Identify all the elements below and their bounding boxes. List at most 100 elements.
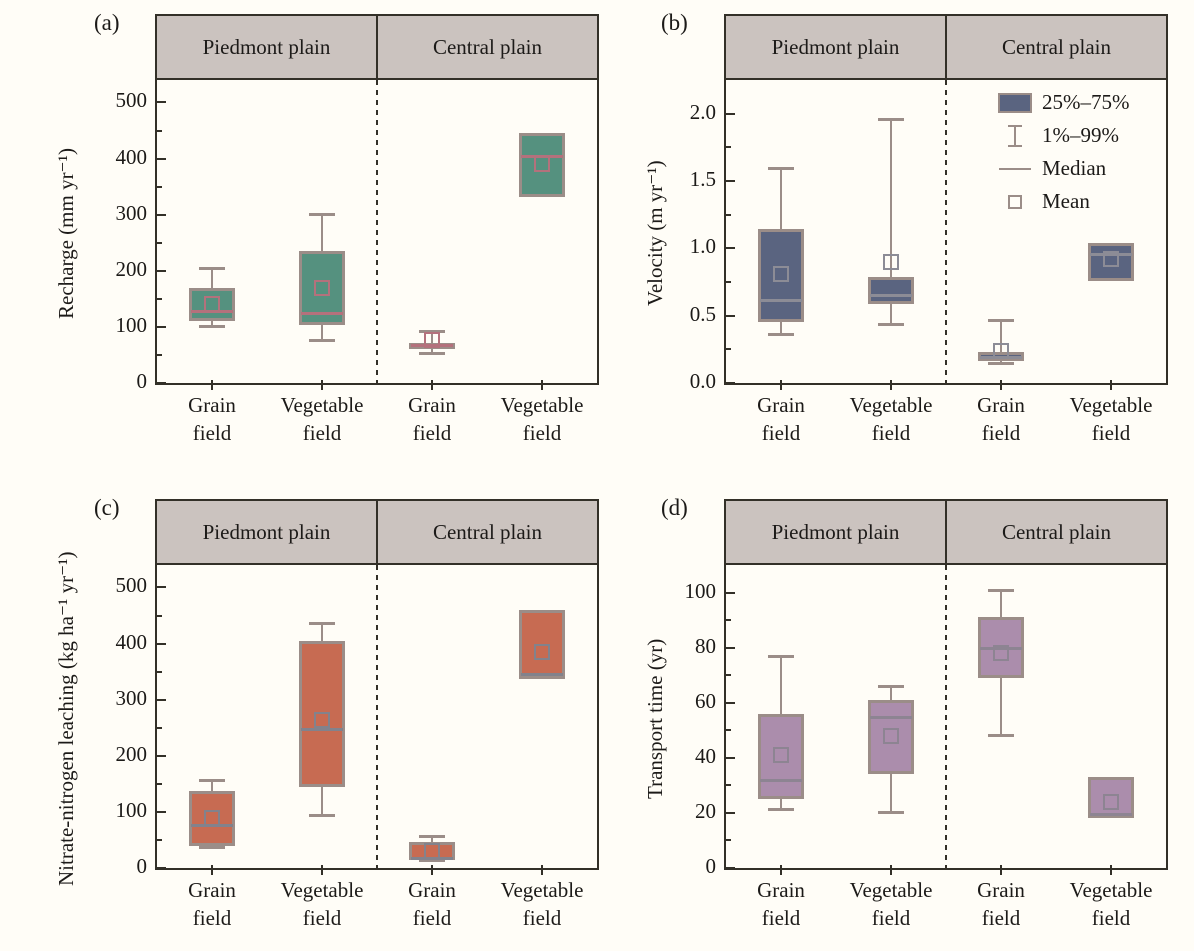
y-axis-major-tick — [726, 811, 735, 814]
panel-velocity: (b) Velocity (m yr⁻¹) Piedmont plain Cen… — [597, 0, 1194, 475]
y-axis-tick-label: 200 — [115, 256, 148, 281]
whisker-cap-high — [309, 622, 335, 626]
chart-area: Piedmont plain Central plain 0 100 200 300 4… — [116, 499, 599, 942]
whisker-cap-high — [878, 118, 904, 122]
plain-divider-dashed-line — [376, 565, 378, 868]
group-label-central: Central plain — [376, 501, 597, 563]
y-axis-minor-tick — [157, 838, 162, 841]
y-axis-major-tick — [157, 586, 166, 589]
category-label-central-grain: Grain field — [408, 393, 456, 445]
panel-label: (a) — [94, 10, 120, 35]
mean-marker-central-vegetable — [534, 155, 550, 172]
whisker-cap-low — [878, 810, 904, 814]
y-axis-tick-label: 500 — [115, 573, 148, 598]
plot-area: 0 100 200 300 400 500 — [116, 565, 599, 878]
x-axis-tick — [890, 380, 892, 390]
x-axis-tick — [780, 380, 782, 390]
whisker-cap-low — [768, 332, 794, 336]
y-axis-tick-label: 300 — [115, 685, 148, 710]
whisker-cap-low — [199, 324, 225, 328]
y-axis-major-tick — [157, 269, 166, 272]
legend-item-mean: Mean — [998, 185, 1130, 218]
y-axis-minor-tick — [726, 146, 731, 149]
group-label-central: Central plain — [945, 16, 1166, 78]
group-label-piedmont: Piedmont plain — [202, 519, 331, 544]
category-label-central-grain: Grain field — [977, 393, 1025, 445]
mean-marker-piedmont-grain — [773, 747, 789, 764]
box-piedmont-vegetable — [299, 641, 345, 787]
whisker-cap-high — [878, 685, 904, 689]
y-axis-major-tick — [726, 247, 735, 250]
x-axis-tick — [890, 865, 892, 875]
whisker-cap-high — [768, 166, 794, 170]
box-central-vegetable — [519, 610, 565, 679]
median-line-central-vegetable — [1090, 813, 1132, 817]
mean-marker-piedmont-vegetable — [883, 253, 899, 270]
whisker-central-grain — [1000, 319, 1002, 365]
median-line-central-grain — [411, 344, 453, 348]
y-axis-tick-label: 400 — [115, 629, 148, 654]
group-header-band: Piedmont plain Central plain — [724, 499, 1168, 565]
chart-area: Piedmont plain Central plain 0 100 200 300 4… — [116, 14, 599, 457]
chart-area: Piedmont plain Central plain 25%–75% 1%–… — [690, 14, 1168, 457]
mean-marker-central-grain — [424, 332, 440, 349]
mean-marker-central-grain — [993, 645, 1009, 662]
x-axis-labels: Grain field Vegetable field Grain field Veg… — [157, 391, 597, 457]
legend: 25%–75% 1%–99% Median Mean — [998, 86, 1130, 218]
group-header-band: Piedmont plain Central plain — [724, 14, 1168, 80]
group-header-band: Piedmont plain Central plain — [155, 499, 599, 565]
median-line-central-vegetable — [1090, 252, 1132, 256]
mean-marker-piedmont-vegetable — [314, 711, 330, 728]
plain-divider-dashed-line — [945, 80, 947, 383]
x-axis-tick — [780, 865, 782, 875]
panel-recharge: (a) Recharge (mm yr⁻¹) Piedmont plain Ce… — [0, 0, 599, 475]
y-axis-tick-label: 1.5 — [689, 167, 716, 191]
panel-label: (b) — [661, 10, 688, 35]
median-line-piedmont-vegetable — [301, 311, 343, 315]
whisker-cap-high — [419, 330, 445, 334]
y-axis-minor-tick — [726, 839, 731, 842]
group-label-central: Central plain — [945, 501, 1166, 563]
box-piedmont-vegetable — [868, 276, 914, 304]
y-axis-minor-tick — [726, 729, 731, 732]
panel-nitrate-leaching: (c) Nitrate-nitrogen leaching (kg ha⁻¹ y… — [0, 475, 599, 951]
y-axis-major-tick — [726, 756, 735, 759]
mean-square-icon — [998, 194, 1032, 209]
whisker-cap-high — [199, 266, 225, 270]
x-axis-tick — [321, 865, 323, 875]
panel-label: (c) — [94, 495, 120, 520]
plain-divider-dashed-line — [945, 565, 947, 868]
whisker-cap-high — [309, 212, 335, 216]
mean-marker-central-grain — [424, 843, 440, 860]
y-axis-tick-label: 100 — [115, 312, 148, 337]
x-axis-tick — [321, 380, 323, 390]
whisker-cap-high — [988, 318, 1014, 322]
y-axis-minor-tick — [157, 782, 162, 785]
y-axis-major-tick — [157, 101, 166, 104]
box-piedmont-grain — [758, 713, 804, 800]
y-axis-major-tick — [726, 112, 735, 115]
y-axis-tick-label: 0 — [705, 854, 717, 878]
box-central-vegetable — [519, 133, 565, 198]
y-axis-tick-label: 300 — [115, 200, 148, 225]
y-axis-tick-label: 100 — [684, 578, 717, 603]
y-axis-minor-tick — [726, 213, 731, 216]
x-axis-tick — [1110, 865, 1112, 875]
y-axis-minor-tick — [726, 281, 731, 283]
group-label-central: Central plain — [376, 16, 597, 78]
y-axis-major-tick — [157, 754, 166, 757]
y-axis-major-tick — [726, 867, 735, 869]
whisker-cap-high — [768, 654, 794, 658]
mean-marker-central-vegetable — [1103, 251, 1119, 268]
x-axis-labels: Grain field Vegetable field Grain field Veg… — [726, 391, 1166, 457]
category-label-piedmont-grain: Grain field — [188, 393, 236, 445]
y-axis-minor-tick — [157, 353, 162, 356]
y-axis-minor-tick — [157, 726, 162, 729]
plain-divider-dashed-line — [376, 80, 378, 383]
box-piedmont-grain — [758, 229, 804, 323]
x-axis-tick — [1000, 865, 1002, 875]
y-axis-minor-tick — [157, 297, 162, 300]
y-axis-tick-label: 400 — [115, 144, 148, 169]
whisker-cap-low — [309, 814, 335, 818]
whisker-cap-low — [768, 808, 794, 812]
